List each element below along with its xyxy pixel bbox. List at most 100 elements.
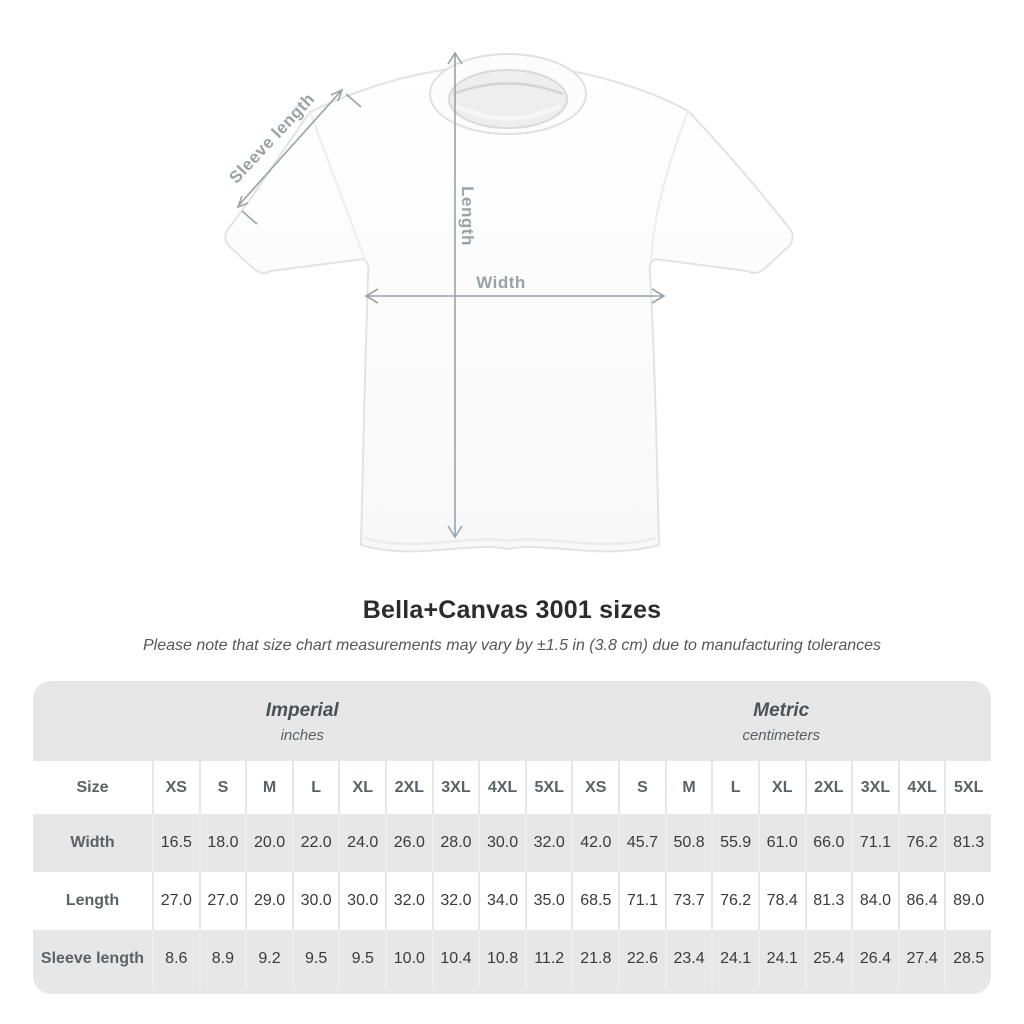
length-arrowhead-top [447,51,463,65]
size-col-header: 4XL [897,761,945,814]
size-col-header: 5XL [524,761,572,814]
tshirt-measurement-diagram: Sleeve length Length Width [224,51,794,553]
table-cell: 42.0 [571,814,619,872]
row-label-length: Length [33,872,152,930]
table-cell: 81.3 [944,814,991,872]
table-cell: 20.0 [245,814,292,872]
right-sleeve-seam [650,110,689,263]
table-cell: 9.5 [338,930,386,988]
table-cell: 76.2 [897,814,945,872]
size-col-header: L [711,761,758,814]
table-cell: 26.4 [851,930,898,988]
table-cell: 27.0 [152,872,199,930]
sleeve-arrow [238,90,342,206]
size-col-header: S [618,761,665,814]
table-cell: 9.5 [291,930,339,988]
table-cell: 30.0 [478,814,525,872]
metric-band: Metric centimeters [571,681,991,761]
table-cell: 10.0 [385,930,432,988]
dimension-arrows [236,51,666,539]
size-col-header: M [664,761,712,814]
imperial-unit: inches [280,727,324,744]
table-cell: 68.5 [571,872,619,930]
size-chart-table: Imperial inches Metric centimeters Size … [33,681,991,994]
table-cell: 8.9 [198,930,246,988]
size-col-header: XS [571,761,619,814]
table-cell: 34.0 [478,872,525,930]
table-cell: 24.1 [757,930,805,988]
tolerance-note: Please note that size chart measurements… [142,637,882,654]
table-cell: 81.3 [804,872,852,930]
table-cell: 22.0 [291,814,339,872]
table-cell: 9.2 [245,930,292,988]
table-cell: 11.2 [524,930,572,988]
sleeve-arrowhead-bottom [236,195,249,209]
table-cell: 24.0 [338,814,386,872]
table-cell: 30.0 [338,872,386,930]
size-header: Size [33,761,152,814]
table-cell: 45.7 [618,814,665,872]
table-cell: 28.5 [944,930,991,988]
length-arrowhead-bottom [447,525,463,539]
row-label-sleeve-length: Sleeve length [33,930,152,988]
width-arrowhead-right [651,288,666,304]
collar-inner-highlight [455,104,561,121]
table-cell: 29.0 [245,872,292,930]
table-cell: 55.9 [711,814,758,872]
table-cell: 16.5 [152,814,199,872]
size-col-header: 4XL [478,761,525,814]
table-cell: 71.1 [851,814,898,872]
table-cell: 18.0 [198,814,246,872]
size-col-header: 2XL [385,761,432,814]
size-col-header: 3XL [851,761,898,814]
table-cell: 35.0 [524,872,572,930]
metric-title: Metric [753,700,810,721]
table-cell: 89.0 [944,872,991,930]
sleeve-end-tick-bottom [241,210,258,225]
table-cell: 21.8 [571,930,619,988]
table-cell: 32.0 [385,872,432,930]
size-col-header: XL [757,761,805,814]
row-label-width: Width [33,814,152,872]
table-cell: 86.4 [897,872,945,930]
table-cell: 27.4 [897,930,945,988]
size-col-header: 5XL [944,761,991,814]
caption-block: Bella+Canvas 3001 sizes Please note that… [0,596,1024,655]
sleeve-arrowhead-top [330,88,344,102]
table-cell: 23.4 [664,930,712,988]
table-cell: 61.0 [757,814,805,872]
size-col-header: M [245,761,292,814]
imperial-title: Imperial [265,700,339,721]
tshirt-illustration: Sleeve length Length Width [224,51,794,553]
hem-shadow [363,536,657,546]
table-cell: 73.7 [664,872,712,930]
size-col-header: L [291,761,339,814]
left-sleeve-seam [309,111,367,263]
size-col-header: 3XL [431,761,479,814]
table-cell: 76.2 [711,872,758,930]
table-cell: 84.0 [851,872,898,930]
table-cell: 30.0 [291,872,339,930]
size-col-header: XS [152,761,199,814]
imperial-band: Imperial inches [33,681,571,761]
table-cell: 26.0 [385,814,432,872]
size-col-header: 2XL [804,761,852,814]
table-cell: 27.0 [198,872,246,930]
table-cell: 32.0 [524,814,572,872]
sleeve-end-tick-top [345,93,362,108]
tshirt-body [224,63,794,553]
length-label: Length [458,186,477,246]
table-cell: 66.0 [804,814,852,872]
table-cell: 8.6 [152,930,199,988]
table-cell: 71.1 [618,872,665,930]
size-col-header: S [198,761,246,814]
table-cell: 32.0 [431,872,479,930]
size-col-header: XL [338,761,386,814]
table-cell: 25.4 [804,930,852,988]
collar-inner-shadow [452,82,564,96]
table-cell: 24.1 [711,930,758,988]
width-label: Width [476,273,526,292]
table-cell: 50.8 [664,814,712,872]
table-cell: 22.6 [618,930,665,988]
table-cell: 10.8 [478,930,525,988]
